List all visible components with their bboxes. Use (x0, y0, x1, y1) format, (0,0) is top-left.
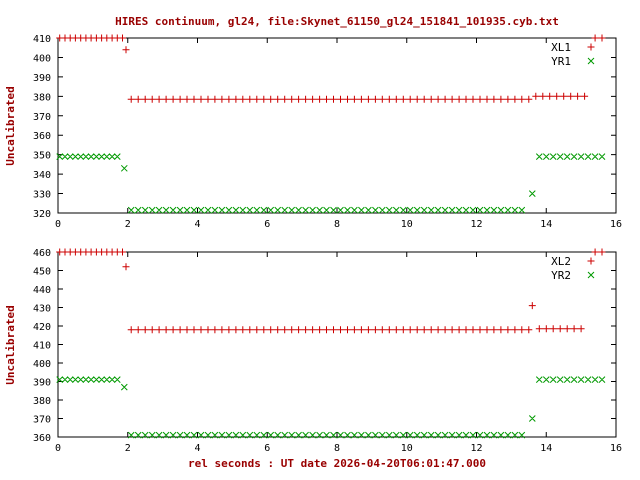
x-tick-label: 14 (540, 443, 552, 454)
x-tick-label: 8 (334, 219, 340, 230)
x-tick-label: 10 (401, 443, 413, 454)
legend-marker-YR1 (587, 57, 595, 65)
legend-label-YR1: YR1 (551, 55, 571, 68)
series-YR2 (56, 376, 606, 439)
legend-marker-YR2 (587, 271, 595, 279)
y-tick-label: 360 (33, 433, 51, 444)
y-tick-label: 390 (33, 73, 51, 84)
series-YR1 (56, 153, 606, 214)
series-XL2 (56, 248, 606, 334)
x-tick-label: 16 (610, 219, 622, 230)
y-tick-label: 360 (33, 131, 51, 142)
legend-label-YR2: YR2 (551, 269, 571, 282)
x-tick-label: 12 (470, 443, 482, 454)
y-tick-label: 460 (33, 248, 51, 259)
panel-bottom: 0 2 4 6 8 10 12 14 16 360 370 380 390 400 410 420 430 440… (33, 248, 622, 454)
y-tick-label: 410 (33, 341, 51, 352)
y-tick-label: 320 (33, 209, 51, 220)
x-tick-label: 6 (264, 219, 270, 230)
y-tick-label: 400 (33, 53, 51, 64)
x-tick-label: 6 (264, 443, 270, 454)
x-tick-label: 0 (55, 443, 61, 454)
x-tick-label: 4 (194, 443, 200, 454)
y-tick-label: 410 (33, 34, 51, 45)
legend-marker-XL2 (587, 257, 595, 265)
y-tick-label: 380 (33, 92, 51, 103)
x-tick-label: 0 (55, 219, 61, 230)
axis-ticks (57, 37, 617, 214)
y-tick-label: 400 (33, 359, 51, 370)
x-tick-label: 12 (470, 219, 482, 230)
y-tick-label: 380 (33, 396, 51, 407)
y-tick-label: 330 (33, 190, 51, 201)
y-tick-label: 420 (33, 322, 51, 333)
y-tick-label: 340 (33, 170, 51, 181)
y-tick-label: 370 (33, 415, 51, 426)
y-axis-label-bottom: Uncalibrated (4, 305, 17, 384)
chart-title: HIRES continuum, gl24, file:Skynet_61150… (115, 15, 559, 28)
y-axis-label-top: Uncalibrated (4, 86, 17, 165)
x-tick-label: 16 (610, 443, 622, 454)
y-tick-label: 430 (33, 304, 51, 315)
x-tick-label: 4 (194, 219, 200, 230)
y-tick-label: 390 (33, 378, 51, 389)
axis-ticks (57, 251, 617, 438)
y-tick-label: 350 (33, 151, 51, 162)
x-tick-label: 10 (401, 219, 413, 230)
x-tick-label: 2 (125, 443, 131, 454)
y-tick-label: 450 (33, 267, 51, 278)
legend-label-XL2: XL2 (551, 255, 571, 268)
y-tick-label: 370 (33, 112, 51, 123)
x-tick-label: 2 (125, 219, 131, 230)
legend-marker-XL1 (587, 43, 595, 51)
panel-top: 0 2 4 6 8 10 12 14 16 320 330 340 350 360 370 380 390 400… (33, 34, 622, 230)
series-XL1 (56, 34, 606, 103)
x-tick-label: 8 (334, 443, 340, 454)
x-tick-label: 14 (540, 219, 552, 230)
x-axis-label: rel seconds : UT date 2026-04-20T06:01:4… (188, 457, 486, 470)
y-tick-label: 440 (33, 285, 51, 296)
legend-label-XL1: XL1 (551, 41, 571, 54)
